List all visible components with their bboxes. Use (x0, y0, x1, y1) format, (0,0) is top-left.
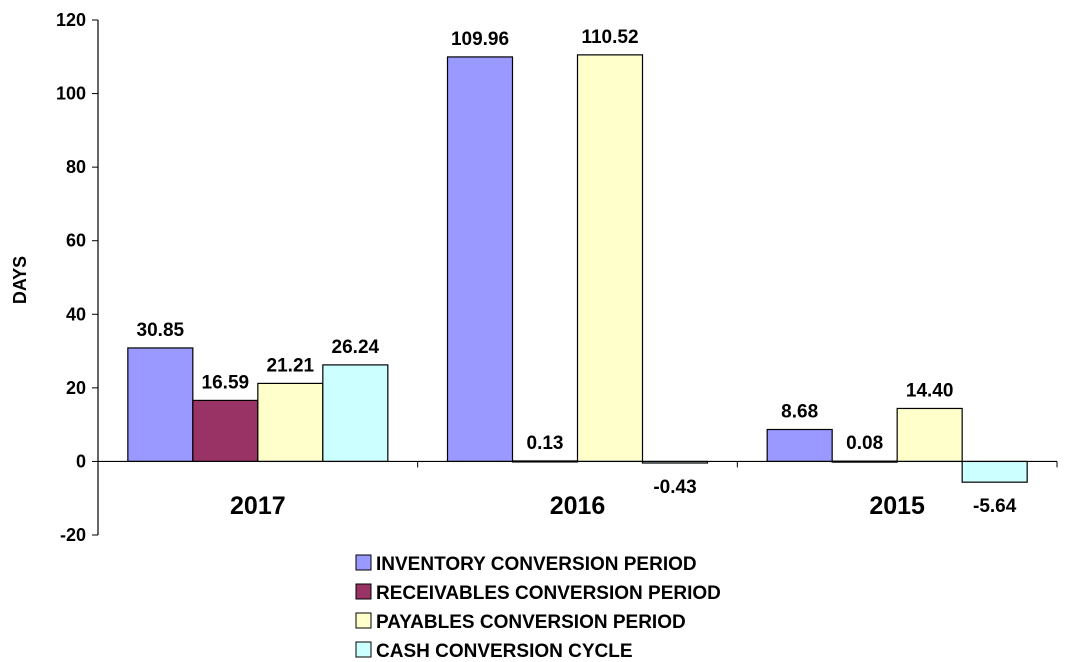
data-label: 14.40 (906, 380, 954, 401)
legend-label: CASH CONVERSION CYCLE (376, 641, 633, 662)
data-label: 16.59 (202, 372, 250, 393)
bar (322, 364, 389, 463)
x-category-label: 2017 (230, 492, 286, 520)
bar (896, 407, 963, 463)
bar (127, 347, 194, 463)
bar (446, 56, 514, 463)
data-label: -0.43 (653, 477, 696, 498)
x-category-label: 2016 (550, 492, 606, 520)
bar (576, 54, 644, 463)
bar (766, 428, 833, 463)
data-label: -5.64 (973, 496, 1017, 517)
data-label: 26.24 (332, 337, 380, 358)
legend-swatch (355, 641, 372, 658)
legend-label: INVENTORY CONVERSION PERIOD (376, 554, 697, 575)
data-label: 21.21 (267, 355, 315, 376)
x-category-label: 2015 (869, 492, 925, 520)
data-label: 0.13 (527, 433, 564, 454)
data-label: 8.68 (781, 401, 818, 422)
y-tick-label: 120 (56, 10, 86, 30)
data-label: 0.08 (846, 433, 883, 454)
legend-label: RECEIVABLES CONVERSION PERIOD (376, 583, 721, 604)
bar (257, 382, 324, 463)
legend-swatch (355, 583, 372, 600)
y-tick-label: -20 (60, 525, 86, 545)
y-tick-label: 20 (66, 378, 86, 398)
y-tick-label: 60 (66, 231, 86, 251)
y-tick-label: 80 (66, 157, 86, 177)
y-tick-label: 0 (76, 451, 86, 471)
y-tick-label: 100 (56, 84, 86, 104)
legend-label: PAYABLES CONVERSION PERIOD (376, 612, 686, 633)
bar (192, 399, 259, 463)
legend-swatch (355, 554, 372, 571)
bar (961, 460, 1028, 483)
data-label: 110.52 (581, 27, 638, 48)
y-axis-title: DAYS (10, 256, 30, 304)
data-label: 30.85 (137, 320, 185, 341)
data-label: 109.96 (451, 29, 509, 50)
legend-swatch (355, 612, 372, 629)
y-tick-label: 40 (66, 304, 86, 324)
